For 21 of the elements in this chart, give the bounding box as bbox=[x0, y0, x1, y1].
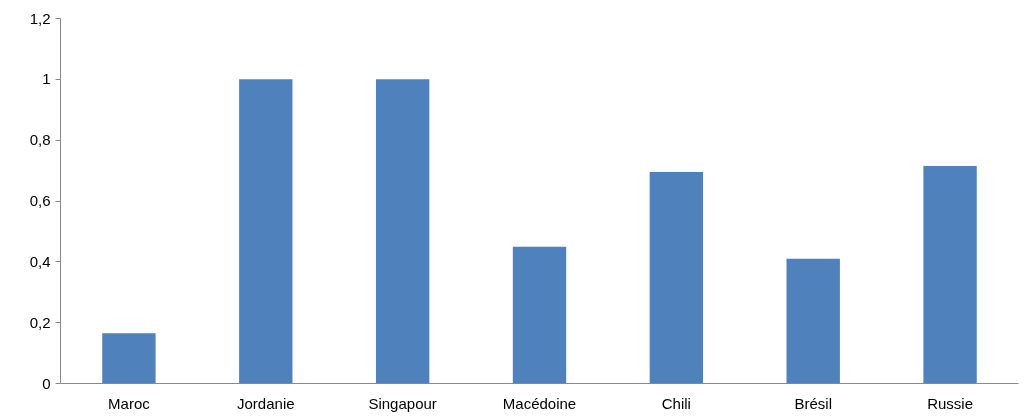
y-tick-label: 0,8 bbox=[29, 131, 51, 149]
y-tick-label: 1,2 bbox=[29, 9, 51, 27]
bar bbox=[102, 333, 156, 384]
x-tick-label: Macédoine bbox=[502, 394, 577, 412]
bar bbox=[649, 172, 704, 384]
y-tick-label: 0,4 bbox=[29, 252, 51, 270]
x-tick-label: Singapour bbox=[368, 394, 437, 412]
x-tick-label: Jordanie bbox=[237, 394, 295, 412]
x-tick-label: Russie bbox=[927, 394, 974, 412]
bar bbox=[512, 246, 567, 384]
x-tick-label: Maroc bbox=[108, 394, 151, 412]
bar bbox=[786, 258, 840, 384]
y-tick-label: 1 bbox=[42, 70, 51, 88]
bar bbox=[239, 79, 293, 384]
y-tick-label: 0,6 bbox=[29, 192, 51, 209]
x-tick-label: Chili bbox=[661, 394, 691, 412]
x-tick-label: Brésil bbox=[794, 394, 832, 412]
y-tick-label: 0 bbox=[42, 374, 51, 392]
y-tick-label: 0,2 bbox=[29, 313, 51, 331]
bar bbox=[375, 79, 430, 384]
bar bbox=[923, 166, 977, 384]
